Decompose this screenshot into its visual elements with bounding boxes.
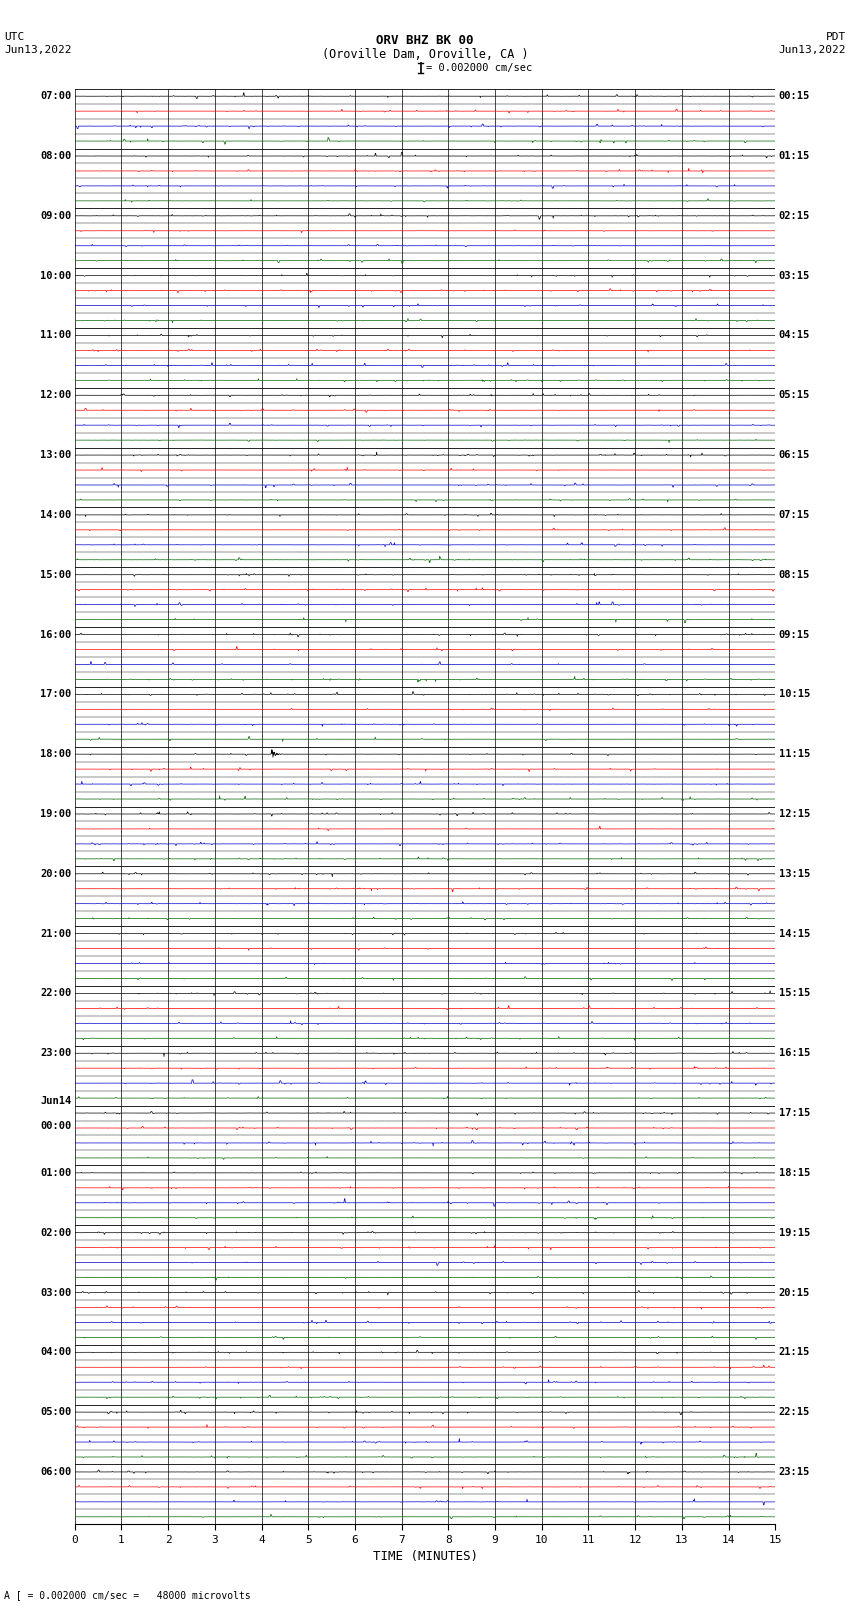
- Text: 05:00: 05:00: [40, 1407, 71, 1418]
- Text: 06:15: 06:15: [779, 450, 810, 460]
- Text: 17:00: 17:00: [40, 689, 71, 700]
- Text: (Oroville Dam, Oroville, CA ): (Oroville Dam, Oroville, CA ): [321, 48, 529, 61]
- Text: 00:15: 00:15: [779, 92, 810, 102]
- Text: 12:00: 12:00: [40, 390, 71, 400]
- Text: 18:15: 18:15: [779, 1168, 810, 1177]
- Text: ORV BHZ BK 00: ORV BHZ BK 00: [377, 34, 473, 47]
- Text: 07:15: 07:15: [779, 510, 810, 519]
- Text: PDT: PDT: [825, 32, 846, 42]
- Text: 11:15: 11:15: [779, 748, 810, 760]
- Text: 09:00: 09:00: [40, 211, 71, 221]
- Text: 19:00: 19:00: [40, 810, 71, 819]
- Text: 21:15: 21:15: [779, 1347, 810, 1357]
- Text: 14:00: 14:00: [40, 510, 71, 519]
- Text: 07:00: 07:00: [40, 92, 71, 102]
- Text: 16:00: 16:00: [40, 629, 71, 639]
- Text: 03:00: 03:00: [40, 1287, 71, 1297]
- Text: A [ = 0.002000 cm/sec =   48000 microvolts: A [ = 0.002000 cm/sec = 48000 microvolts: [4, 1590, 251, 1600]
- Text: 08:00: 08:00: [40, 152, 71, 161]
- Text: 21:00: 21:00: [40, 929, 71, 939]
- Text: 00:00: 00:00: [40, 1121, 71, 1131]
- Text: 17:15: 17:15: [779, 1108, 810, 1118]
- Text: 08:15: 08:15: [779, 569, 810, 579]
- Text: 19:15: 19:15: [779, 1227, 810, 1237]
- Text: 11:00: 11:00: [40, 331, 71, 340]
- Text: 23:15: 23:15: [779, 1466, 810, 1478]
- Text: 15:00: 15:00: [40, 569, 71, 579]
- Text: 12:15: 12:15: [779, 810, 810, 819]
- Text: 23:00: 23:00: [40, 1048, 71, 1058]
- Text: 06:00: 06:00: [40, 1466, 71, 1478]
- Text: Jun13,2022: Jun13,2022: [779, 45, 846, 55]
- Text: 22:15: 22:15: [779, 1407, 810, 1418]
- Text: 15:15: 15:15: [779, 989, 810, 998]
- Text: 01:00: 01:00: [40, 1168, 71, 1177]
- Text: 04:00: 04:00: [40, 1347, 71, 1357]
- Text: 14:15: 14:15: [779, 929, 810, 939]
- Text: 13:00: 13:00: [40, 450, 71, 460]
- Text: Jun14: Jun14: [40, 1095, 71, 1105]
- Text: 10:00: 10:00: [40, 271, 71, 281]
- Text: 02:15: 02:15: [779, 211, 810, 221]
- Text: 02:00: 02:00: [40, 1227, 71, 1237]
- Text: 20:15: 20:15: [779, 1287, 810, 1297]
- Text: 10:15: 10:15: [779, 689, 810, 700]
- Text: 05:15: 05:15: [779, 390, 810, 400]
- Text: 22:00: 22:00: [40, 989, 71, 998]
- Text: 20:00: 20:00: [40, 869, 71, 879]
- X-axis label: TIME (MINUTES): TIME (MINUTES): [372, 1550, 478, 1563]
- Text: 01:15: 01:15: [779, 152, 810, 161]
- Text: 16:15: 16:15: [779, 1048, 810, 1058]
- Text: Jun13,2022: Jun13,2022: [4, 45, 71, 55]
- Text: 18:00: 18:00: [40, 748, 71, 760]
- Text: = 0.002000 cm/sec: = 0.002000 cm/sec: [426, 63, 532, 73]
- Text: 04:15: 04:15: [779, 331, 810, 340]
- Text: 13:15: 13:15: [779, 869, 810, 879]
- Text: 09:15: 09:15: [779, 629, 810, 639]
- Text: 03:15: 03:15: [779, 271, 810, 281]
- Text: UTC: UTC: [4, 32, 25, 42]
